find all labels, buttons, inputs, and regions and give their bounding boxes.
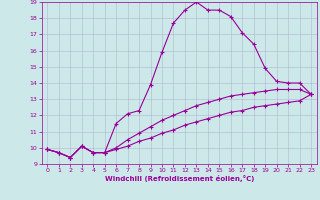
X-axis label: Windchill (Refroidissement éolien,°C): Windchill (Refroidissement éolien,°C) — [105, 175, 254, 182]
